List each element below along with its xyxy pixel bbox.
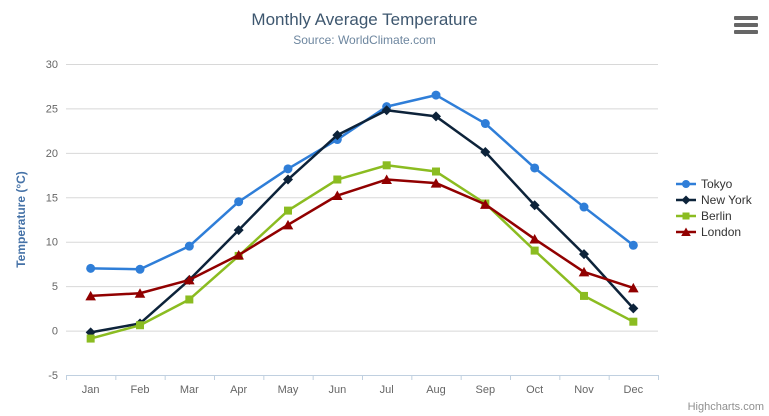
data-point-new-york[interactable] xyxy=(283,174,293,185)
data-point-tokyo[interactable] xyxy=(431,90,441,100)
data-point-new-york[interactable] xyxy=(233,225,244,236)
data-point-tokyo[interactable] xyxy=(480,119,490,129)
legend-marker-circle-icon xyxy=(676,180,696,188)
data-point-london[interactable] xyxy=(430,178,442,188)
legend-symbol-triangle xyxy=(681,227,691,236)
data-point-tokyo[interactable] xyxy=(184,241,194,251)
data-point-london[interactable] xyxy=(282,219,294,230)
legend-label: Tokyo xyxy=(701,177,733,191)
y-axis-label: 30 xyxy=(46,59,58,71)
data-point-london[interactable] xyxy=(134,288,146,298)
legend-label: London xyxy=(701,225,742,239)
legend: Tokyo New York Berlin London xyxy=(676,176,752,240)
y-axis-label: 10 xyxy=(46,237,58,249)
data-point-tokyo[interactable] xyxy=(628,240,638,250)
data-point-new-york[interactable] xyxy=(431,111,441,122)
data-point-berlin[interactable] xyxy=(580,291,588,300)
x-axis-label: Nov xyxy=(574,384,594,396)
legend-marker-diamond-icon xyxy=(676,195,696,205)
x-axis-label: Jun xyxy=(328,384,346,396)
data-point-london[interactable] xyxy=(381,174,392,185)
data-point-berlin[interactable] xyxy=(136,321,144,330)
chart-subtitle: Source: WorldClimate.com xyxy=(293,33,436,47)
y-axis-title: Temperature (°C) xyxy=(14,171,28,268)
legend-item-berlin[interactable]: Berlin xyxy=(676,208,752,224)
data-point-london[interactable] xyxy=(529,234,540,244)
x-axis-label: Oct xyxy=(526,384,543,396)
data-point-berlin[interactable] xyxy=(284,206,292,215)
hamburger-menu-icon xyxy=(734,16,758,20)
x-axis-label: Sep xyxy=(476,384,496,396)
legend-item-new-york[interactable]: New York xyxy=(676,192,752,208)
data-point-new-york[interactable] xyxy=(332,130,343,141)
data-point-london[interactable] xyxy=(85,290,96,301)
data-point-london[interactable] xyxy=(332,190,343,201)
data-point-berlin[interactable] xyxy=(382,161,391,170)
legend-symbol-square xyxy=(682,212,690,220)
data-point-tokyo[interactable] xyxy=(283,164,293,174)
series-line-tokyo[interactable] xyxy=(89,93,635,271)
data-point-berlin[interactable] xyxy=(530,246,539,255)
x-axis-label: Jan xyxy=(82,384,100,396)
hamburger-menu-icon xyxy=(734,23,758,27)
series-line-london[interactable] xyxy=(89,178,635,298)
y-axis-label: 15 xyxy=(46,192,58,204)
x-axis-label: Apr xyxy=(230,384,247,396)
data-point-london[interactable] xyxy=(578,266,590,277)
legend-marker-triangle-icon xyxy=(676,227,696,236)
y-axis-label: 5 xyxy=(52,281,58,293)
data-point-london[interactable] xyxy=(628,282,639,293)
legend-marker-square-icon xyxy=(676,212,696,220)
data-point-london[interactable] xyxy=(480,199,491,209)
legend-item-london[interactable]: London xyxy=(676,224,752,240)
data-point-berlin[interactable] xyxy=(333,175,342,184)
chart-title: Monthly Average Temperature xyxy=(251,10,478,29)
data-point-tokyo[interactable] xyxy=(530,163,540,173)
legend-symbol-diamond xyxy=(681,195,691,205)
data-point-tokyo[interactable] xyxy=(86,263,96,273)
series-line-berlin[interactable] xyxy=(89,164,635,340)
data-point-london[interactable] xyxy=(184,274,195,285)
y-axis-label: 20 xyxy=(46,148,58,160)
data-point-new-york[interactable] xyxy=(628,303,639,314)
y-axis-label: 0 xyxy=(52,326,58,338)
data-point-tokyo[interactable] xyxy=(135,264,145,274)
data-point-new-york[interactable] xyxy=(529,200,540,211)
legend-item-tokyo[interactable]: Tokyo xyxy=(676,176,752,192)
series-line-new-york[interactable] xyxy=(89,108,635,334)
x-axis-label: Mar xyxy=(180,384,199,396)
credits-link[interactable]: Highcharts.com xyxy=(687,401,764,413)
legend-label: Berlin xyxy=(701,209,732,223)
data-point-berlin[interactable] xyxy=(86,334,95,343)
y-axis-label: -5 xyxy=(48,370,58,382)
data-point-tokyo[interactable] xyxy=(579,202,589,212)
data-point-new-york[interactable] xyxy=(381,105,392,116)
data-point-berlin[interactable] xyxy=(185,295,194,304)
legend-label: New York xyxy=(701,193,752,207)
hamburger-menu-icon xyxy=(734,30,758,34)
legend-symbol-circle xyxy=(682,180,690,188)
x-axis-label: Jul xyxy=(380,384,394,396)
x-axis-label: May xyxy=(278,384,299,396)
data-point-berlin[interactable] xyxy=(432,167,440,176)
data-point-tokyo[interactable] xyxy=(234,197,244,207)
data-point-london[interactable] xyxy=(233,250,244,260)
x-axis-label: Aug xyxy=(426,384,446,396)
x-axis-label: Feb xyxy=(131,384,150,396)
y-axis-label: 25 xyxy=(46,103,58,115)
data-point-new-york[interactable] xyxy=(480,146,491,157)
data-point-berlin[interactable] xyxy=(629,317,638,326)
data-point-new-york[interactable] xyxy=(579,249,589,260)
x-axis-label: Dec xyxy=(624,384,644,396)
export-menu-button[interactable] xyxy=(734,16,758,34)
